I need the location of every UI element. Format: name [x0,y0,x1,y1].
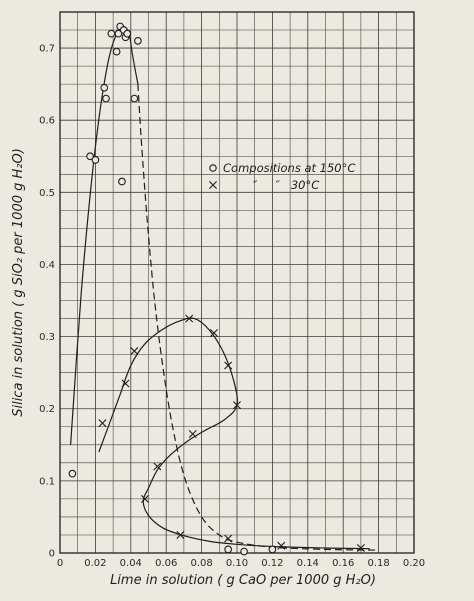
point-30c [224,361,233,370]
point-30c [210,329,218,337]
data-points [68,22,365,556]
x-tick-label: 0.08 [190,558,212,569]
point-150c [130,94,139,103]
y-tick-label: 0.4 [39,260,55,271]
legend: Compositions at 150°C ″ ″ 30°C [209,161,355,192]
y-tick-label: 0.6 [39,116,55,127]
y-tick-label: 0.7 [39,44,55,55]
point-30c [140,494,149,503]
point-30c [130,347,139,356]
point-30c [277,541,286,550]
point-150c [224,545,232,554]
point-150c [268,545,277,554]
point-150c [114,29,123,38]
dashed-curve [137,84,379,551]
legend-marker-circle [209,164,217,172]
x-tick-label: 0.02 [84,558,106,569]
x-tick-label: 0.12 [261,558,283,569]
point-150c [112,47,121,56]
point-30c [98,419,107,428]
solid-curve [98,317,370,550]
x-tick-label: 0.10 [226,558,248,569]
plot-frame [59,11,415,554]
x-tick-label: 0 [57,558,63,569]
point-150c [86,152,94,161]
point-30c [188,429,197,438]
y-tick-label: 0 [49,549,55,560]
legend-item-150c: Compositions at 150°C [209,161,355,175]
legend-label-30c: ″ ″ 30°C [253,178,319,192]
point-150c [100,83,109,92]
point-150c [91,156,100,164]
point-30c [356,543,365,552]
point-30c [185,314,194,323]
solid-curve [70,25,139,445]
y-tick-label: 0.2 [39,404,55,415]
point-30c [233,401,241,410]
point-150c [123,29,132,38]
x-tick-label: 0.14 [297,558,319,569]
point-150c [240,547,248,556]
point-150c [107,29,116,38]
legend-label-150c: Compositions at 150°C [223,161,355,175]
point-30c [153,462,162,471]
legend-item-30c: ″ ″ 30°C [209,178,319,192]
y-axis-title: Silica in solution ( g SiO₂ per 1000 g H… [11,148,26,417]
curves [70,25,379,551]
point-30c [176,530,185,539]
x-tick-label: 0.04 [120,558,142,569]
point-150c [102,94,110,103]
x-tick-label: 0.18 [367,558,389,569]
point-30c [224,534,233,543]
y-tick-label: 0.1 [39,476,55,487]
point-150c [68,469,77,478]
legend-marker-x [209,181,217,189]
axis-ticks: 0 0.02 0.04 0.06 0.08 0.10 0.12 0.14 0.16 0.18 0.2… [39,44,425,569]
legend-x-mark [209,181,217,189]
point-150c [118,177,126,186]
x-tick-label: 0.20 [403,558,425,569]
x-axis-title: Lime in solution ( g CaO per 1000 g H₂O) [110,573,376,588]
point-30c [121,379,130,388]
grid [59,11,415,554]
x-tick-label: 0.06 [155,558,177,569]
x-tick-label: 0.16 [332,558,354,569]
point-150c [134,37,142,45]
y-tick-label: 0.5 [39,188,55,199]
y-tick-label: 0.3 [39,332,55,343]
